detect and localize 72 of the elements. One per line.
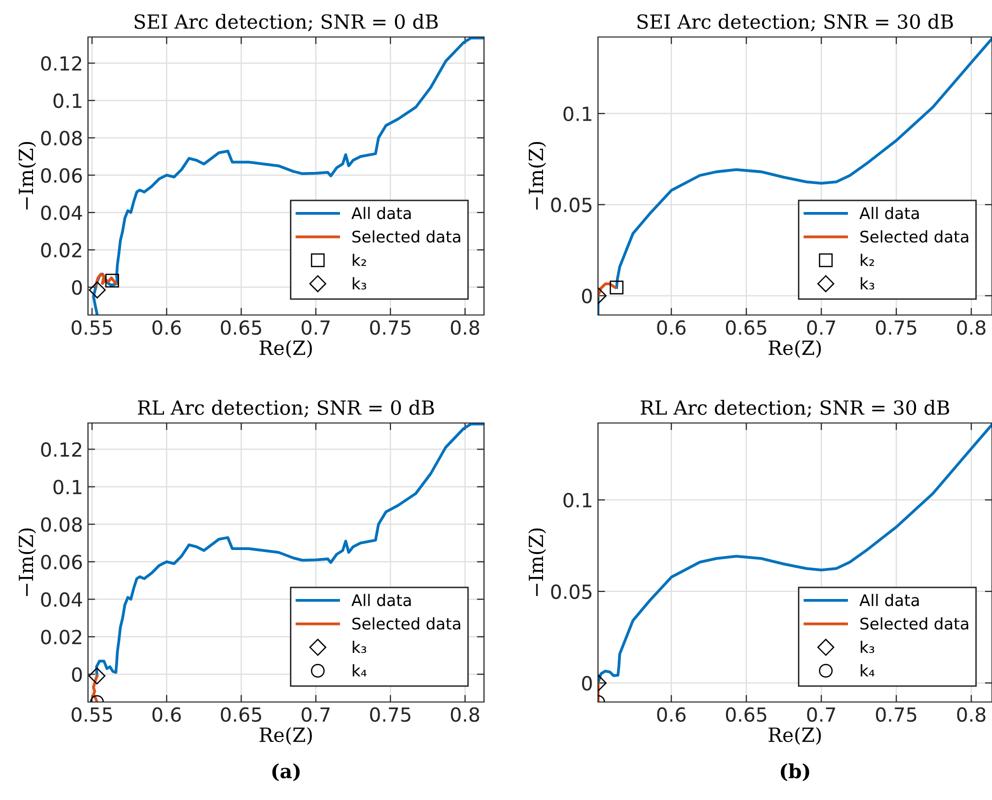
y-tick-label: 0.1	[564, 492, 592, 508]
legend-label: All data	[351, 594, 411, 606]
x-tick-label: 0.65	[726, 320, 766, 335]
legend-label: k₄	[352, 664, 366, 676]
x-axis-title: Re(Z)	[768, 340, 821, 358]
y-tick-label: 0.02	[41, 242, 82, 258]
x-tick-label: 0.75	[370, 320, 410, 335]
legend-label: k₃	[860, 640, 874, 654]
y-tick-label: 0	[72, 280, 82, 295]
legend-label: k₃	[352, 277, 366, 290]
x-tick-label: 0.55	[72, 707, 112, 722]
x-tick-label: 0.6	[152, 707, 181, 722]
x-tick-label: 0.65	[220, 320, 262, 335]
x-tick-label: 0.8	[957, 707, 986, 722]
legend-label: All data	[859, 206, 919, 220]
y-axis-title: −Im(Z)	[528, 142, 546, 210]
x-tick-label: 0.55	[72, 320, 112, 335]
y-tick-label: 0.06	[41, 168, 82, 183]
y-tick-label: 0.02	[41, 630, 82, 644]
x-tick-label: 0.6	[657, 320, 686, 335]
x-tick-label: 0.6	[657, 707, 686, 722]
x-tick-label: 0.75	[876, 320, 916, 335]
y-tick-label: 0.08	[41, 517, 82, 532]
chart-title: RL Arc detection; SNR = 0 dB	[138, 400, 434, 418]
y-tick-label: 0.1	[54, 93, 82, 108]
x-tick-label: 0.75	[370, 707, 410, 722]
legend-label: Selected data	[860, 230, 968, 243]
legend-label: k₃	[352, 640, 366, 654]
x-tick-label: 0.8	[957, 320, 986, 335]
x-tick-label: 0.7	[302, 320, 330, 335]
y-axis-title: −Im(Z)	[528, 528, 546, 596]
y-tick-label: 0	[582, 676, 592, 691]
legend-label: Selected data	[860, 617, 968, 630]
y-tick-label: 0	[72, 667, 82, 682]
x-tick-label: 0.8	[450, 707, 480, 722]
x-tick-label: 0.65	[726, 707, 766, 722]
chart-title: SEI Arc detection; SNR = 30 dB	[638, 14, 953, 32]
x-tick-label: 0.7	[807, 707, 836, 722]
x-tick-label: 0.6	[152, 320, 181, 335]
y-tick-label: 0.05	[551, 198, 592, 212]
legend-label: k₄	[860, 664, 874, 676]
legend-label: k₂	[352, 254, 366, 266]
y-tick-label: 0.04	[41, 592, 82, 607]
text: (a)	[272, 763, 300, 782]
y-tick-label: 0.06	[41, 554, 82, 570]
legend-label: All data	[859, 594, 919, 606]
x-tick-label: 0.65	[220, 707, 262, 722]
x-axis-title: Re(Z)	[768, 727, 821, 745]
y-tick-label: 0.05	[551, 584, 592, 600]
y-axis-title: −Im(Z)	[18, 142, 36, 210]
legend-label: Selected data	[352, 617, 460, 630]
legend-label: k₂	[860, 254, 874, 266]
legend-label: Selected data	[352, 230, 460, 243]
x-tick-label: 0.7	[302, 707, 330, 722]
x-axis-title: Re(Z)	[260, 727, 312, 745]
y-tick-label: 0.04	[41, 205, 82, 220]
legend-label: k₃	[860, 277, 874, 290]
x-tick-label: 0.7	[807, 320, 836, 335]
x-tick-label: 0.75	[876, 707, 916, 722]
text: (b)	[780, 763, 810, 782]
y-tick-label: 0	[582, 288, 592, 304]
y-tick-label: 0.1	[54, 480, 82, 494]
y-tick-label: 0.08	[41, 130, 82, 146]
x-axis-title: Re(Z)	[260, 340, 312, 358]
y-tick-label: 0.12	[41, 56, 82, 71]
y-tick-label: 0.12	[41, 442, 82, 457]
chart-title: SEI Arc detection; SNR = 0 dB	[134, 14, 438, 32]
legend-label: All data	[351, 206, 411, 220]
chart-title: RL Arc detection; SNR = 30 dB	[640, 400, 950, 418]
x-tick-label: 0.8	[450, 320, 480, 335]
y-tick-label: 0.1	[564, 106, 592, 122]
y-axis-title: −Im(Z)	[18, 528, 36, 596]
